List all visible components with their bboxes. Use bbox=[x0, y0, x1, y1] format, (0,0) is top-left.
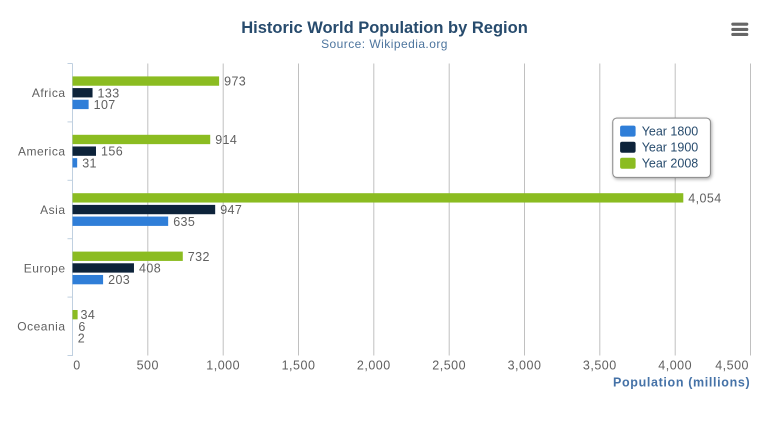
svg-text:6: 6 bbox=[78, 320, 85, 334]
svg-text:732: 732 bbox=[188, 250, 210, 264]
svg-text:635: 635 bbox=[173, 215, 195, 229]
svg-text:3,000: 3,000 bbox=[508, 359, 542, 373]
svg-text:107: 107 bbox=[94, 98, 116, 112]
svg-text:Historic World Population by R: Historic World Population by Region bbox=[241, 19, 528, 37]
svg-text:4,500: 4,500 bbox=[715, 359, 749, 373]
svg-text:Year 2008: Year 2008 bbox=[642, 157, 699, 171]
svg-text:Source: Wikipedia.org: Source: Wikipedia.org bbox=[321, 37, 448, 51]
svg-text:2,500: 2,500 bbox=[432, 359, 466, 373]
svg-text:34: 34 bbox=[81, 308, 96, 322]
svg-text:408: 408 bbox=[139, 262, 161, 276]
svg-text:156: 156 bbox=[101, 145, 123, 159]
svg-text:2: 2 bbox=[78, 332, 85, 346]
svg-text:3,500: 3,500 bbox=[583, 359, 617, 373]
svg-text:Oceania: Oceania bbox=[17, 320, 65, 334]
svg-text:Europe: Europe bbox=[24, 261, 66, 275]
svg-text:1,000: 1,000 bbox=[206, 359, 240, 373]
svg-text:4,054: 4,054 bbox=[688, 191, 721, 205]
svg-text:Africa: Africa bbox=[32, 86, 66, 100]
svg-text:133: 133 bbox=[98, 86, 120, 100]
svg-text:203: 203 bbox=[108, 273, 130, 287]
svg-text:973: 973 bbox=[224, 75, 246, 89]
svg-text:914: 914 bbox=[215, 133, 237, 147]
svg-text:2,000: 2,000 bbox=[357, 359, 391, 373]
svg-text:1,500: 1,500 bbox=[282, 359, 316, 373]
svg-text:4,000: 4,000 bbox=[658, 359, 692, 373]
svg-text:Year 1900: Year 1900 bbox=[642, 141, 699, 155]
svg-text:America: America bbox=[18, 145, 66, 159]
svg-text:Asia: Asia bbox=[40, 203, 65, 217]
svg-text:Year 1800: Year 1800 bbox=[642, 125, 699, 139]
svg-text:Population (millions): Population (millions) bbox=[613, 376, 750, 390]
svg-text:500: 500 bbox=[137, 359, 159, 373]
svg-text:31: 31 bbox=[82, 156, 97, 170]
svg-text:947: 947 bbox=[220, 203, 242, 217]
svg-text:0: 0 bbox=[73, 359, 80, 373]
